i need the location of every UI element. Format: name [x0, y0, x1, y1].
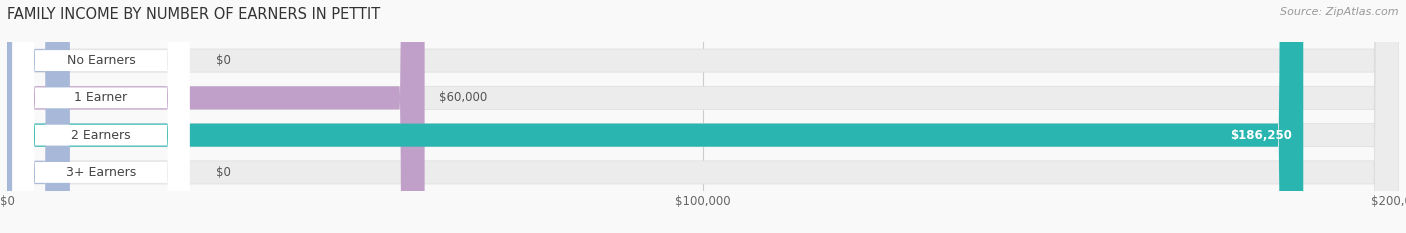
FancyBboxPatch shape: [7, 0, 1399, 233]
FancyBboxPatch shape: [7, 0, 425, 233]
FancyBboxPatch shape: [13, 0, 190, 233]
FancyBboxPatch shape: [13, 0, 190, 233]
FancyBboxPatch shape: [7, 0, 1399, 233]
Text: Source: ZipAtlas.com: Source: ZipAtlas.com: [1281, 7, 1399, 17]
Text: $0: $0: [217, 166, 231, 179]
FancyBboxPatch shape: [7, 0, 1303, 233]
Text: $60,000: $60,000: [439, 91, 486, 104]
FancyBboxPatch shape: [13, 0, 190, 233]
Text: 1 Earner: 1 Earner: [75, 91, 128, 104]
Text: 3+ Earners: 3+ Earners: [66, 166, 136, 179]
FancyBboxPatch shape: [13, 0, 190, 233]
Text: FAMILY INCOME BY NUMBER OF EARNERS IN PETTIT: FAMILY INCOME BY NUMBER OF EARNERS IN PE…: [7, 7, 380, 22]
Text: 2 Earners: 2 Earners: [72, 129, 131, 142]
Text: $186,250: $186,250: [1230, 129, 1292, 142]
FancyBboxPatch shape: [7, 0, 1399, 233]
FancyBboxPatch shape: [7, 0, 70, 233]
FancyBboxPatch shape: [7, 0, 1399, 233]
FancyBboxPatch shape: [7, 0, 70, 233]
Text: No Earners: No Earners: [66, 54, 135, 67]
Text: $0: $0: [217, 54, 231, 67]
